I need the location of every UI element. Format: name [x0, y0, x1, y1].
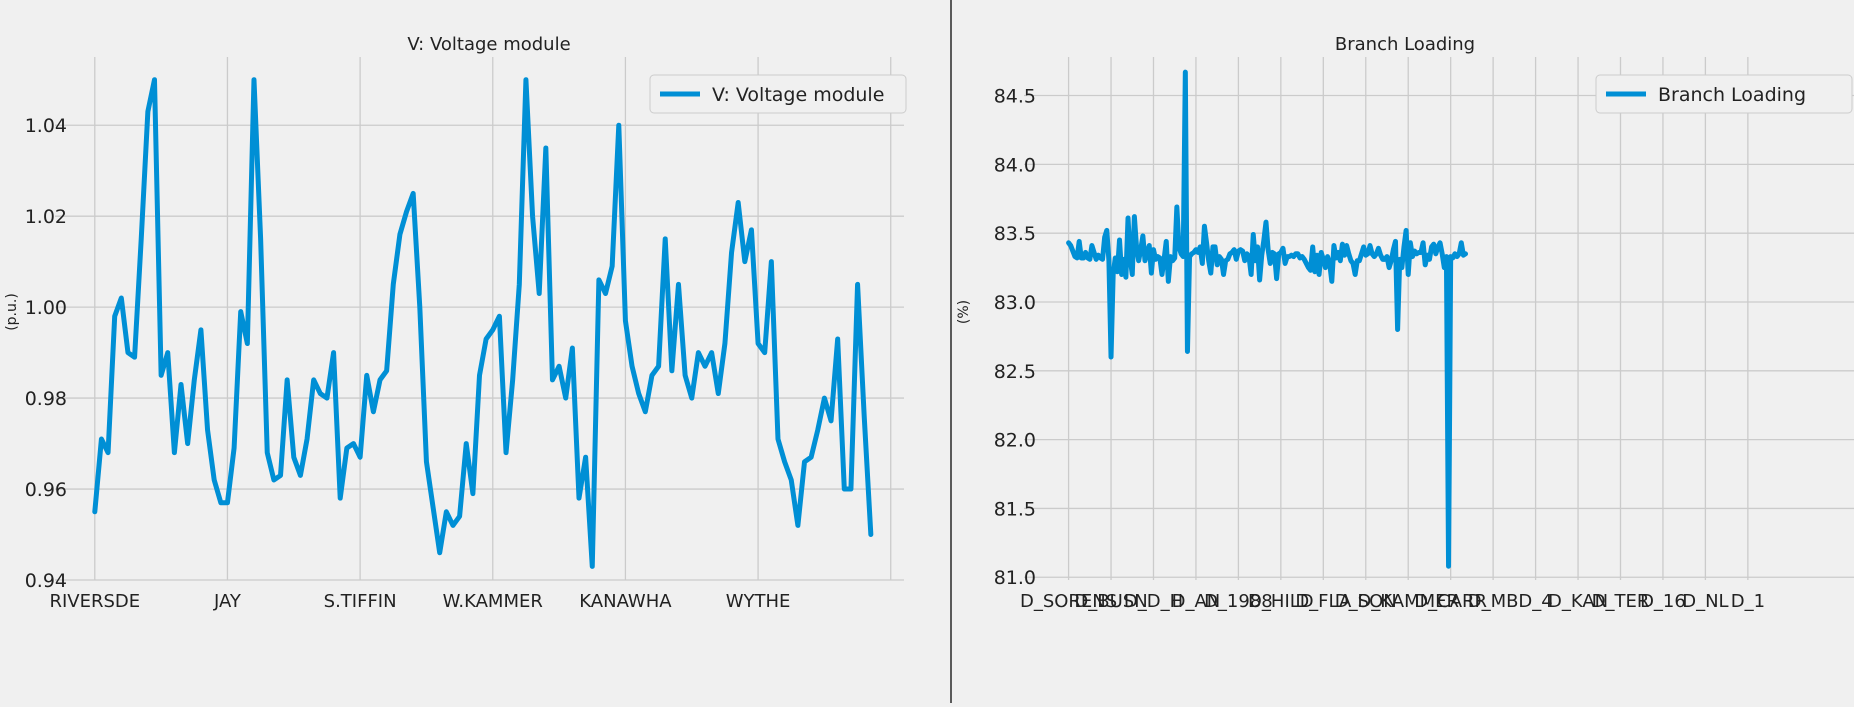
y-tick-labels: 0.94 0.96 0.98 1.00 1.02 1.04: [25, 115, 67, 592]
x-tick-label: W.KAMMER: [443, 591, 543, 612]
x-tick-label: D_MB: [1468, 591, 1519, 612]
y-tick-label: 0.96: [25, 479, 67, 501]
x-tick-label: S.TIFFIN: [324, 591, 397, 612]
y-axis-label: (p.u.): [4, 293, 20, 331]
legend-label: Branch Loading: [1658, 84, 1806, 106]
x-tick-label: D_4: [1518, 591, 1552, 612]
x-tick-label: D_FLA: [1295, 591, 1352, 612]
y-tick-label: 0.94: [25, 570, 67, 592]
series-line-1: [92, 77, 874, 569]
y-tick-labels: 81.0 81.5 82.0 82.5 83.0 83.5 84.0 84.5: [994, 86, 1036, 590]
gridlines: [1024, 57, 1854, 580]
y-tick-label: 81.0: [994, 567, 1036, 589]
series-line-1: [1066, 69, 1469, 569]
x-tick-label: WYTHE: [726, 591, 791, 612]
y-tick-label: 81.5: [994, 498, 1036, 520]
legend: Branch Loading: [1595, 74, 1853, 114]
x-tick-label: D_KAN: [1548, 591, 1608, 612]
x-tick-label: D_BUSN: [1074, 591, 1147, 612]
y-tick-label: 1.02: [25, 206, 67, 228]
y-axis-label: (%): [956, 300, 972, 324]
y-tick-label: 84.0: [994, 154, 1036, 176]
y-tick-label: 1.04: [25, 115, 67, 137]
x-tick-label: D_KAMMER: [1357, 591, 1459, 612]
x-tick-label: RIVERSDE: [49, 591, 140, 612]
x-tick-label: D_SON: [1335, 591, 1397, 612]
x-tick-labels: D_SORENSD_BUSND_D_HD_AND_1988D_HILDD_FLA…: [1020, 591, 1765, 612]
x-tick-label: D_SORENS: [1020, 591, 1117, 612]
x-tick-label: D_TER: [1592, 591, 1650, 612]
branch-loading-chart-panel: 81.0 81.5 82.0 82.5 83.0 83.5 84.0 84.5 D_SORENS…: [952, 0, 1854, 703]
x-tick-label: D_HILD: [1248, 591, 1314, 612]
legend-label: V: Voltage module: [712, 84, 884, 106]
x-tick-label: D_16: [1640, 591, 1686, 612]
legend-box: [1595, 74, 1853, 114]
y-tick-label: 84.5: [994, 86, 1036, 108]
x-tick-label: D_NL: [1682, 591, 1728, 612]
y-tick-label: 83.5: [994, 223, 1036, 245]
branch-loading-chart: 81.0 81.5 82.0 82.5 83.0 83.5 84.0 84.5 D_SORENS…: [956, 34, 1854, 612]
x-tick-label: D_1988: [1204, 591, 1273, 612]
legend-box: [649, 74, 907, 114]
voltage-module-chart: 0.94 0.96 0.98 1.00 1.02 1.04 RIVERSDE JAY S.TIF…: [4, 34, 907, 612]
panel-splitter[interactable]: [950, 0, 952, 703]
x-tick-label: D_CARR: [1414, 591, 1487, 612]
x-tick-label: D_D_H: [1124, 591, 1183, 612]
y-tick-label: 0.98: [25, 388, 67, 410]
chart-title: V: Voltage module: [407, 34, 570, 55]
y-tick-label: 82.0: [994, 430, 1036, 452]
voltage-chart-panel: 0.94 0.96 0.98 1.00 1.02 1.04 RIVERSDE JAY S.TIF…: [4, 34, 907, 612]
gridlines: [55, 57, 904, 581]
y-tick-label: 1.00: [25, 297, 67, 319]
x-tick-labels: RIVERSDE JAY S.TIFFIN W.KAMMER KANAWHA WYTHE: [49, 591, 790, 612]
legend: V: Voltage module: [649, 74, 907, 114]
chart-title: Branch Loading: [1335, 34, 1475, 55]
x-tick-label: D_AN: [1172, 591, 1221, 612]
y-tick-label: 83.0: [994, 292, 1036, 314]
x-tick-label: KANAWHA: [579, 591, 672, 612]
y-tick-label: 82.5: [994, 361, 1036, 383]
x-tick-label: JAY: [213, 591, 242, 612]
x-tick-label: D_1: [1731, 591, 1765, 612]
